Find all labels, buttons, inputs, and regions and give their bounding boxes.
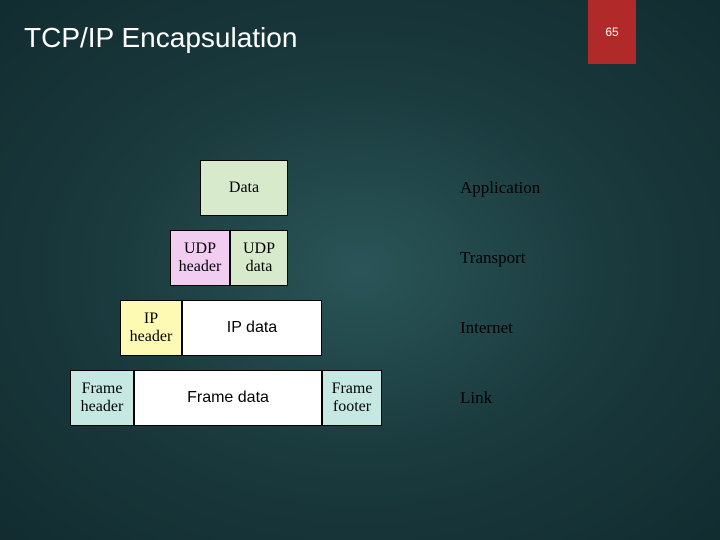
page-number-badge: 65 [588, 0, 636, 64]
slide-title: TCP/IP Encapsulation [24, 22, 297, 54]
diagram-cell: IP data [182, 300, 322, 356]
diagram-cell: UDP header [170, 230, 230, 286]
diagram-row: Frame headerFrame dataFrame footer [70, 370, 382, 426]
diagram-cell: Frame footer [322, 370, 382, 426]
diagram-cell: Frame header [70, 370, 134, 426]
diagram-cell: UDP data [230, 230, 288, 286]
layer-label: Application [460, 178, 540, 198]
diagram-cell: Data [200, 160, 288, 216]
diagram-cell: Frame data [134, 370, 322, 426]
layer-label: Internet [460, 318, 513, 338]
diagram-row: IP headerIP data [120, 300, 322, 356]
diagram-row: Data [200, 160, 288, 216]
layer-label: Link [460, 388, 492, 408]
layer-label: Transport [460, 248, 526, 268]
diagram-cell: IP header [120, 300, 182, 356]
diagram-row: UDP headerUDP data [170, 230, 288, 286]
